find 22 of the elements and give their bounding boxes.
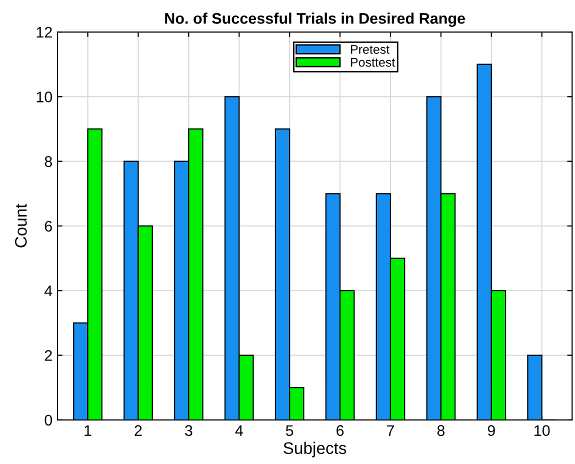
y-axis-title: Count — [14, 204, 27, 248]
y-tick-label: 8 — [44, 156, 52, 168]
x-tick-label: 7 — [387, 425, 394, 436]
y-tick-label: 0 — [44, 414, 52, 426]
x-tick-label: 2 — [134, 425, 142, 436]
x-tick-label: 3 — [185, 425, 192, 436]
y-tick-label: 6 — [44, 220, 52, 232]
y-tick-label: 4 — [44, 286, 52, 296]
x-tick-label: 5 — [286, 425, 294, 436]
x-axis-title: Subjects — [284, 442, 346, 458]
y-tick-label: 2 — [44, 350, 52, 361]
x-tick-label: 8 — [437, 425, 445, 436]
x-tick-label: 4 — [235, 425, 243, 436]
chart-title: No. of Successful Trials in Desired Range — [165, 12, 466, 27]
x-tick-label: 10 — [534, 425, 550, 436]
y-tick-label: 10 — [36, 92, 52, 102]
x-tick-label: 9 — [488, 425, 495, 436]
legend-label: Pretest — [351, 45, 390, 54]
legend-label: Posttest — [351, 58, 396, 67]
x-tick-label: 1 — [84, 425, 92, 436]
x-tick-label: 6 — [336, 425, 344, 436]
y-tick-label: 12 — [36, 26, 52, 38]
